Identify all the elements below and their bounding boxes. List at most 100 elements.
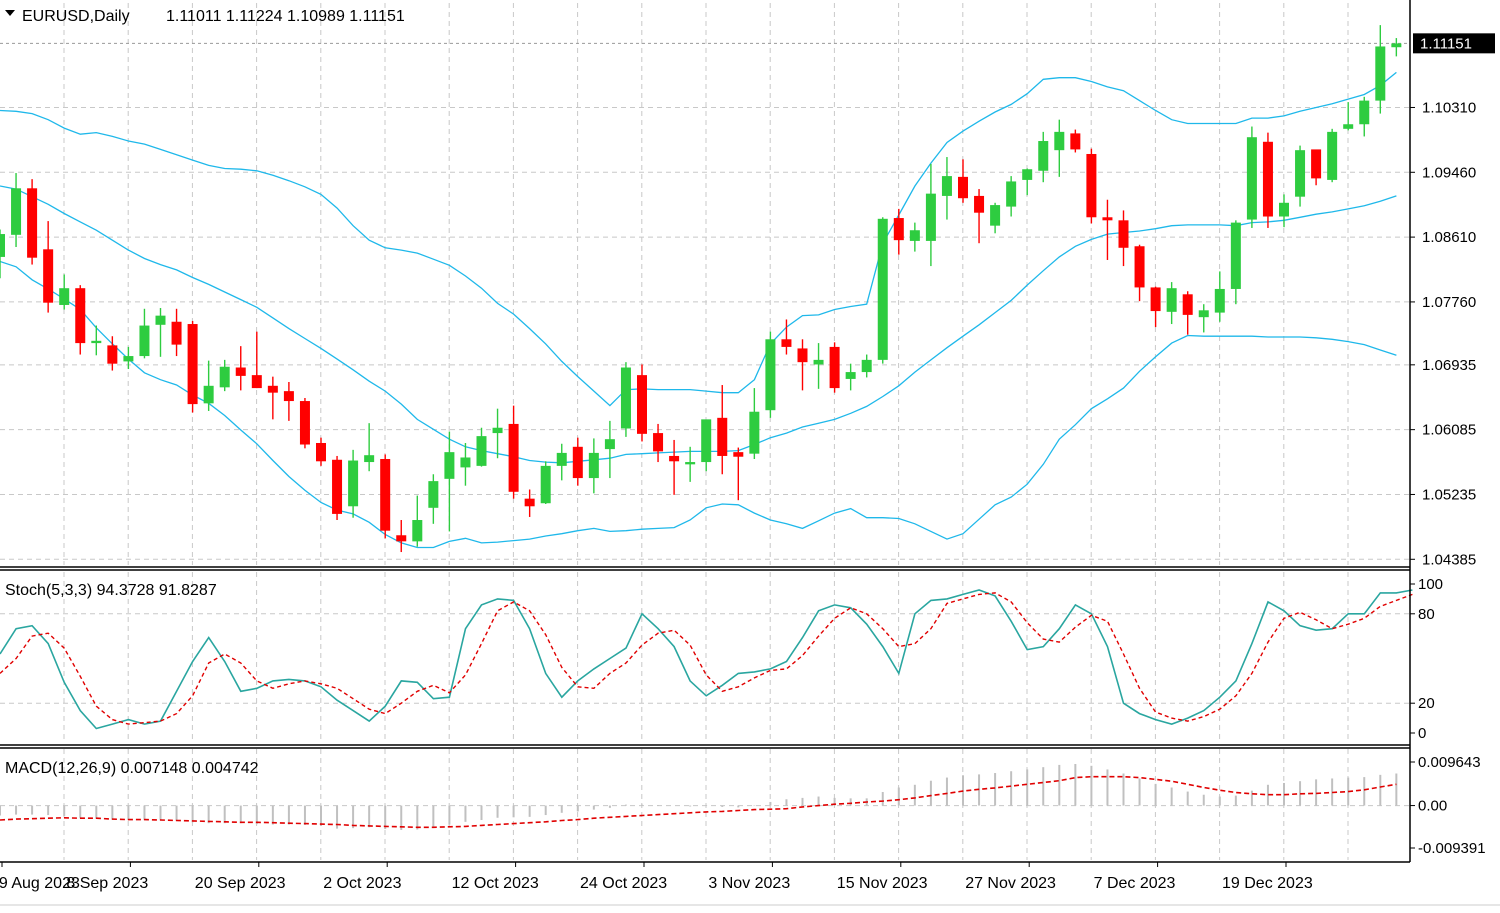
macd-tick-label: -0.009391 [1418,840,1486,857]
candle-body [958,176,968,199]
candle-body [139,325,150,357]
price-tick-label: 1.06085 [1422,422,1476,439]
candle [572,437,583,486]
candle [107,336,118,371]
candle [1070,129,1081,153]
dropdown-triangle-icon[interactable] [5,10,15,16]
candle-body [348,460,359,507]
time-tick-label: 27 Nov 2023 [965,875,1056,892]
candle [1327,128,1338,183]
candle-body [1102,217,1113,221]
candle-body [203,385,214,404]
candle [348,449,359,518]
candle-body [1262,141,1273,217]
time-tick-label: 2 Oct 2023 [323,875,401,892]
candle-body [941,176,952,196]
stoch-tick-label: 80 [1418,606,1435,623]
candle-body [1295,150,1306,197]
time-tick-label: 29 Aug 2023 [0,875,80,892]
candle [1198,304,1209,333]
candle [1230,220,1241,305]
price-tick-label: 1.07760 [1422,294,1476,311]
candle [364,423,375,472]
label-layer: EURUSD,Daily 1.11011 1.11224 1.10989 1.1… [5,8,405,777]
candle-body [364,455,375,463]
candle [316,437,326,466]
time-tick-label: 3 Nov 2023 [708,875,790,892]
candle-body [1182,294,1193,315]
candle [396,520,407,553]
candle-body [604,439,615,450]
candle [893,208,904,255]
macd-tick-label: 0.009643 [1418,754,1481,771]
candle-body [492,427,503,434]
candle [845,363,856,391]
candle [1118,210,1129,267]
candle [187,320,198,413]
candle [909,222,920,252]
candle-body [1311,149,1322,179]
bollinger-lower-line [0,260,1397,549]
candle-body [1375,46,1386,101]
price-tick-label: 1.04385 [1422,551,1476,568]
candle [492,408,503,459]
candle [1391,38,1402,57]
candle [1279,194,1289,228]
axis-layer: 1.10310 1.09460 1.08610 1.07760 1.06935 1.060… [0,33,1495,892]
candle [765,331,776,418]
candle [1054,119,1065,177]
macd-signal-line [0,775,1397,829]
candle [781,319,792,355]
candle [139,308,150,359]
candle-body [444,452,455,479]
candle-body [508,423,519,492]
bollinger-middle-line [0,185,1397,464]
candle-body [749,411,760,454]
candle-body [813,359,824,365]
candle-body [653,433,664,452]
candle [251,331,262,389]
candle-body [283,391,294,402]
current-price-box [1413,33,1495,54]
candle-body [1343,124,1354,129]
candle-body [701,419,712,463]
stoch-label: Stoch(5,3,3) 94.3728 91.8287 [5,582,217,599]
candle-body [893,218,904,241]
candle [588,438,599,494]
time-tick-label: 7 Dec 2023 [1094,875,1176,892]
candle [861,354,872,378]
candle [155,308,166,357]
candle [717,385,728,475]
candle [444,431,455,532]
candle [1359,96,1370,137]
candle-body [59,288,70,305]
candle-body [1198,310,1209,318]
grid-layer [0,3,1410,860]
candle [925,163,936,267]
candle-body [412,520,423,542]
candle-body [123,356,134,362]
candle-body [219,366,230,388]
candle-body [524,498,535,507]
candle-body [765,339,776,411]
candle [1214,271,1225,322]
candle-body [1006,181,1017,207]
candle-body [781,339,792,347]
candle [749,388,760,460]
bollinger-upper-line [0,71,1397,407]
candle [332,455,343,521]
candle-body [1022,169,1033,180]
candle [604,420,615,479]
candle-body [43,249,54,303]
candle-body [572,446,583,479]
candle-body [556,452,567,466]
candle [540,461,551,504]
candle-body [251,375,262,389]
candle-body [11,188,22,235]
candle-body [428,481,439,508]
candle [653,423,664,463]
candle-body [1150,287,1161,312]
candle-body [1214,288,1225,313]
candle [829,342,840,393]
